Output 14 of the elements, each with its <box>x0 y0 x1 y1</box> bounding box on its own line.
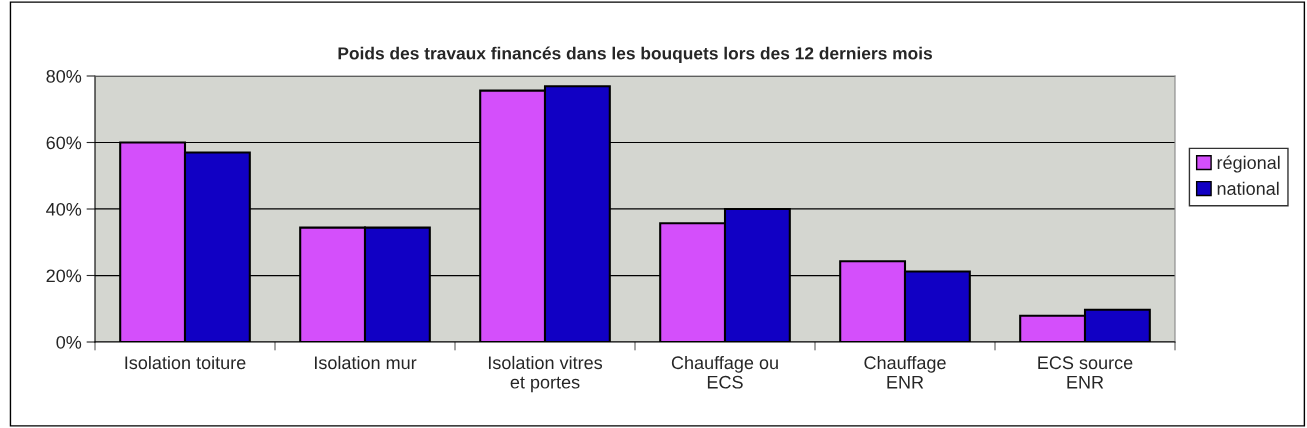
y-tick-label: 0% <box>56 335 82 349</box>
y-tick-label: 20% <box>46 269 82 283</box>
x-tick-label: Isolation vitres et portes <box>488 355 603 393</box>
x-tick-label: Isolation mur <box>314 355 417 370</box>
chart-title: Poids des travaux financés dans les bouquets lors des 12 derniers mois <box>338 46 932 63</box>
x-tick-label: ECS source ENR <box>1038 356 1133 389</box>
x-tick-label: Isolation toiture <box>125 355 246 370</box>
legend-label: régional <box>1217 155 1280 173</box>
y-tick-label: 80% <box>46 69 82 83</box>
legend-label: national <box>1217 181 1279 196</box>
x-tick-label: Chauffage ou ECS <box>671 355 778 389</box>
y-tick-label: 60% <box>46 136 82 150</box>
x-tick-label: Chauffage ENR <box>864 355 946 389</box>
y-tick-label: 40% <box>46 202 82 216</box>
